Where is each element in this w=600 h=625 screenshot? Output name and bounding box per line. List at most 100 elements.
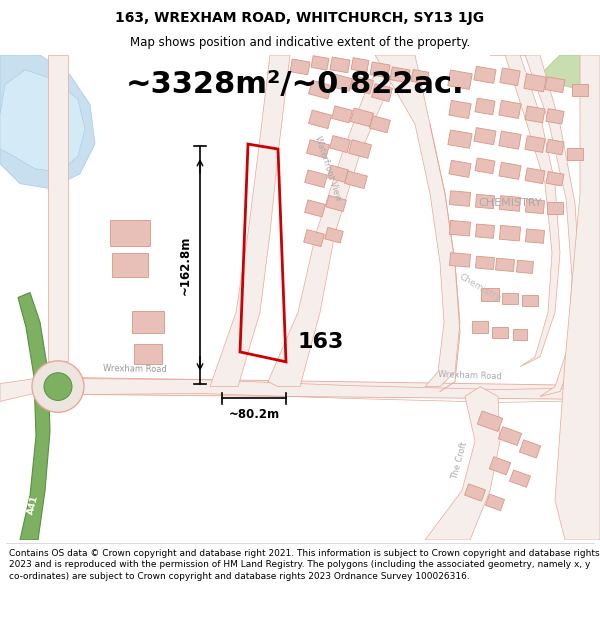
Text: ~162.8m: ~162.8m <box>179 235 192 294</box>
Bar <box>499 162 521 179</box>
Bar <box>328 165 349 182</box>
Bar <box>308 110 331 129</box>
Bar <box>475 158 495 174</box>
Bar <box>525 106 545 123</box>
Bar <box>305 170 328 187</box>
Bar <box>509 470 530 488</box>
Bar <box>308 81 331 99</box>
Bar <box>449 253 470 267</box>
Bar <box>110 220 150 246</box>
Bar <box>326 196 346 211</box>
Text: Chemistry: Chemistry <box>458 272 502 303</box>
Bar <box>449 101 471 119</box>
Bar <box>499 427 521 446</box>
Polygon shape <box>490 55 560 367</box>
Circle shape <box>32 361 84 413</box>
Bar <box>492 327 508 338</box>
Polygon shape <box>540 55 600 89</box>
Polygon shape <box>268 55 410 387</box>
Bar <box>522 294 538 306</box>
Bar <box>448 130 472 148</box>
Bar <box>390 67 410 82</box>
Bar <box>499 226 521 241</box>
Polygon shape <box>82 378 600 399</box>
Bar <box>526 229 545 243</box>
Polygon shape <box>210 55 290 387</box>
Bar <box>290 59 310 75</box>
Bar <box>524 74 546 92</box>
Polygon shape <box>555 55 600 540</box>
Bar <box>525 136 545 152</box>
Bar <box>134 344 162 364</box>
Polygon shape <box>425 387 500 540</box>
Circle shape <box>44 372 72 401</box>
Bar <box>500 68 520 86</box>
Bar <box>332 106 352 123</box>
Bar <box>572 84 588 96</box>
Bar <box>325 228 343 243</box>
Bar <box>370 116 391 132</box>
Text: ~3328m²/~0.822ac.: ~3328m²/~0.822ac. <box>125 70 464 99</box>
Bar <box>370 62 390 78</box>
Bar <box>502 292 518 304</box>
Bar <box>307 140 329 158</box>
Bar <box>546 109 564 124</box>
Bar <box>448 70 472 89</box>
Bar <box>132 311 164 333</box>
Bar <box>475 194 494 209</box>
Bar <box>499 196 521 211</box>
Text: 163: 163 <box>298 332 344 352</box>
Bar <box>449 160 471 177</box>
Bar <box>526 199 545 214</box>
Polygon shape <box>510 55 580 396</box>
Bar <box>490 457 511 475</box>
Bar <box>449 221 470 236</box>
Bar <box>304 229 325 247</box>
Polygon shape <box>0 379 34 401</box>
Bar <box>329 136 350 152</box>
Bar <box>546 139 564 155</box>
Bar <box>477 411 503 431</box>
Text: Wrexham Road: Wrexham Road <box>103 364 167 374</box>
Bar <box>351 58 369 72</box>
Text: ~80.2m: ~80.2m <box>229 408 280 421</box>
Bar <box>332 74 352 91</box>
Bar <box>525 168 545 184</box>
Bar <box>112 253 148 277</box>
Text: Wrexham Road: Wrexham Road <box>438 371 502 382</box>
Bar <box>350 108 373 127</box>
Polygon shape <box>375 55 460 387</box>
Bar <box>472 321 488 333</box>
Bar <box>546 171 564 186</box>
Polygon shape <box>0 55 95 189</box>
Bar <box>449 191 470 206</box>
Bar <box>517 260 533 273</box>
Bar <box>330 57 350 72</box>
Bar <box>371 84 392 102</box>
Bar <box>305 200 325 217</box>
Bar <box>496 258 514 271</box>
Bar <box>520 440 541 458</box>
Polygon shape <box>0 70 85 172</box>
Text: Waterfront View: Waterfront View <box>313 135 343 202</box>
Bar <box>474 66 496 83</box>
Bar <box>485 494 505 511</box>
Bar <box>499 101 521 119</box>
Bar <box>475 224 494 238</box>
Bar <box>499 131 521 149</box>
Bar <box>567 148 583 160</box>
Text: Map shows position and indicative extent of the property.: Map shows position and indicative extent… <box>130 36 470 49</box>
Bar <box>481 288 499 301</box>
Bar <box>474 127 496 145</box>
Polygon shape <box>48 55 68 361</box>
Bar <box>350 76 373 94</box>
Text: A41: A41 <box>26 495 40 516</box>
Bar <box>411 69 429 84</box>
Text: 163, WREXHAM ROAD, WHITCHURCH, SY13 1JG: 163, WREXHAM ROAD, WHITCHURCH, SY13 1JG <box>115 11 485 25</box>
Bar <box>311 56 329 70</box>
Bar <box>547 202 563 214</box>
Polygon shape <box>18 292 50 540</box>
Text: CHEMISTRY: CHEMISTRY <box>478 199 542 209</box>
Bar <box>464 484 485 501</box>
Bar <box>476 256 494 269</box>
